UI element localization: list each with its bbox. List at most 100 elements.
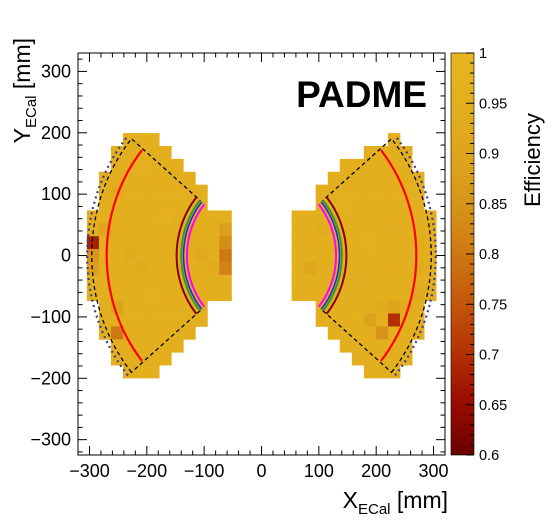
heatmap-cell-left	[110, 261, 124, 276]
heatmap-cell-left	[123, 352, 136, 366]
colorbar-ticks: 0.6 0.65 0.7 0.75 0.8 0.85 0.9 0.95 1	[466, 46, 507, 464]
heatmap-cell-right	[363, 339, 377, 353]
heatmap-cell-right	[363, 158, 377, 173]
heatmap-cell-right	[351, 352, 365, 366]
heatmap-cell-left	[147, 210, 160, 224]
heatmap-cell-right	[291, 249, 305, 263]
heatmap-cell-left	[135, 249, 148, 263]
heatmap-cell-left	[159, 287, 172, 302]
heatmap-cell-right	[363, 352, 377, 366]
heatmap-cell-right	[412, 184, 425, 198]
heatmap-cell-left	[123, 210, 136, 224]
heatmap-cell-right	[351, 300, 365, 314]
heatmap-cell-left	[195, 223, 208, 237]
heatmap-cell-right	[291, 274, 305, 289]
heatmap-cell-right	[375, 365, 389, 379]
x-tick-label: −300	[69, 461, 110, 481]
heatmap-cell-right	[327, 171, 341, 186]
heatmap-cell-right	[363, 365, 377, 379]
heatmap-cell-right	[339, 197, 353, 211]
heatmap-cell-left	[123, 300, 136, 314]
heatmap-cell-left	[123, 197, 136, 211]
region-overlays	[86, 134, 437, 377]
heatmap-cell-right	[363, 197, 377, 211]
heatmap-cell-right	[291, 236, 305, 250]
x-tick-label: 0	[256, 461, 266, 481]
heatmap-cell-right	[399, 249, 413, 263]
outer-radius-arc-right	[380, 149, 418, 362]
heatmap-cell-right	[303, 236, 317, 250]
heatmap-cell-right	[339, 326, 353, 340]
heatmap-cell-right	[399, 287, 413, 302]
heatmap-cell-left	[147, 287, 160, 302]
heatmap-cell-left	[98, 249, 112, 263]
heatmap-cell-left	[219, 249, 232, 263]
heatmap-cell-right	[387, 274, 401, 289]
heatmap-cell-left	[195, 184, 208, 198]
heatmap-cell-left	[171, 339, 184, 353]
heatmap-cell-left	[159, 223, 172, 237]
heatmap-cell-left	[207, 210, 220, 224]
heatmap-cell-right	[387, 158, 401, 173]
heatmap-cell-left	[98, 171, 112, 186]
heatmap-cell-left	[207, 236, 220, 250]
heatmap-cell-right	[303, 249, 317, 263]
heatmap-cell-left	[123, 249, 136, 263]
heatmap-cell-right	[351, 158, 365, 173]
heatmap-cell-right	[375, 223, 389, 237]
heatmap-cell-right	[399, 326, 413, 340]
heatmap-cell-right	[387, 133, 401, 147]
heatmap-cell-right	[363, 210, 377, 224]
heatmap-cell-left	[147, 223, 160, 237]
heatmap-cell-right	[351, 249, 365, 263]
colorbar-tick-label: 1	[479, 46, 487, 62]
heatmap-cell-left	[147, 274, 160, 289]
heatmap-cell-right	[339, 339, 353, 353]
heatmap-cell-right	[327, 249, 341, 263]
heatmap-cell-right	[375, 249, 389, 263]
heatmap-cell-right	[327, 236, 341, 250]
heatmap-cell-right	[291, 261, 305, 276]
heatmap-cell-right	[387, 365, 401, 379]
inner-arc-magenta-right	[317, 203, 338, 308]
heatmap-cell-left	[110, 352, 124, 366]
heatmap-cell-left	[135, 210, 148, 224]
heatmap-cell-left	[123, 236, 136, 250]
heatmap-cell-right	[375, 313, 389, 327]
heatmap-cell-left	[147, 145, 160, 160]
heatmap-cell-left	[110, 249, 124, 263]
x-tick-label: 300	[419, 461, 449, 481]
heatmap-cell-left	[183, 236, 196, 250]
heatmap-cell-left	[135, 197, 148, 211]
heatmap-cell-right	[351, 287, 365, 302]
heatmap-cell-left	[123, 261, 136, 276]
heatmap-cell-right	[399, 223, 413, 237]
heatmap-cell-left	[183, 171, 196, 186]
heatmap-cell-left	[207, 249, 220, 263]
heatmap-cell-left	[159, 249, 172, 263]
heatmap-cell-right	[375, 236, 389, 250]
heatmap-cell-left	[195, 249, 208, 263]
heatmap-cell-right	[375, 171, 389, 186]
inner-arc-blue-right	[320, 201, 341, 310]
outer-radius-arc-left	[105, 149, 143, 362]
heatmap-cell-right	[387, 249, 401, 263]
heatmap-cell-right	[351, 313, 365, 327]
y-axis-title: YECal [mm]	[9, 38, 40, 143]
heatmap-cell-left	[159, 261, 172, 276]
heatmap-cell-right	[351, 326, 365, 340]
heatmap-cell-left	[147, 133, 160, 147]
heatmap-cell-left	[147, 326, 160, 340]
heatmap-cell-left	[207, 274, 220, 289]
heatmap-cell-right	[387, 210, 401, 224]
y-tick-labels: −300 −200 −100 0 100 200 300	[30, 61, 71, 449]
heatmap-cell-left	[147, 171, 160, 186]
heatmap-cell-right	[363, 236, 377, 250]
heatmap-cell-left	[135, 184, 148, 198]
heatmap-cell-left	[219, 261, 232, 276]
heatmap-cell-right	[327, 197, 341, 211]
heatmap-cell-left	[171, 158, 184, 173]
heatmap-cell-right	[303, 261, 317, 276]
heatmap-cell-left	[159, 313, 172, 327]
heatmap-cell-right	[315, 261, 329, 276]
